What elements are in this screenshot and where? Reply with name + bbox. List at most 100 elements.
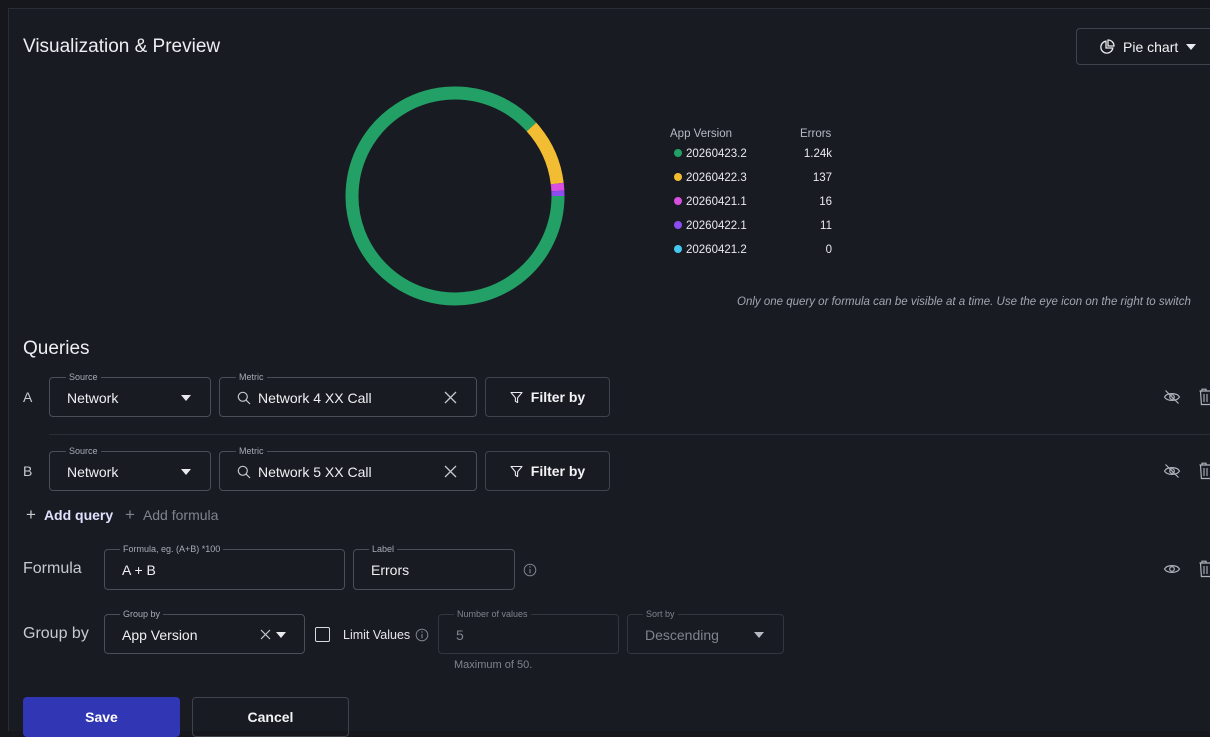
chevron-down-icon [754,632,764,638]
legend-swatch [674,245,682,253]
chart-type-dropdown[interactable]: Pie chart [1076,28,1210,65]
legend-value: 0 [826,244,832,256]
metric-value: Network 5 XX Call [258,464,372,480]
label-input[interactable]: Label Errors [353,549,515,590]
formula-legend: Formula, eg. (A+B) *100 [120,543,223,555]
close-icon[interactable] [260,629,271,640]
filter-icon [510,391,523,404]
legend-value: 1.24k [804,148,832,160]
legend-swatch [674,221,682,229]
metric-field-b[interactable]: Metric Network 5 XX Call [219,451,477,491]
legend-value: 137 [813,172,832,184]
search-icon [237,391,251,405]
source-legend: Source [66,371,101,383]
source-select-b[interactable]: Source Network [49,451,211,491]
cancel-button[interactable]: Cancel [192,697,349,737]
source-value: Network [67,464,118,480]
search-icon [237,465,251,479]
metric-value: Network 4 XX Call [258,390,372,406]
chart-type-label: Pie chart [1123,39,1178,55]
pie-slice-20260423.2[interactable] [352,93,558,299]
trash-icon[interactable] [1199,560,1210,578]
limit-values-label: Limit Values [343,628,410,642]
label-value: Errors [371,562,409,578]
chevron-down-icon [1186,44,1196,50]
filter-by-button-b[interactable]: Filter by [485,451,610,491]
legend-value: 11 [820,220,832,232]
legend-row: 20260422.1 11 [670,220,840,244]
info-icon[interactable] [415,628,429,642]
group-by-legend: Group by [120,608,163,620]
source-select-a[interactable]: Source Network [49,377,211,417]
source-value: Network [67,390,118,406]
query-divider [49,434,1210,435]
number-legend: Number of values [454,608,531,620]
filter-by-label: Filter by [531,389,585,405]
legend-label: 20260421.2 [674,244,747,256]
legend-swatch [674,197,682,205]
chevron-down-icon [181,469,191,475]
legend-row: 20260422.3 137 [670,172,840,196]
legend-swatch [674,149,682,157]
legend-value: 16 [819,196,832,208]
group-by-value: App Version [122,627,198,643]
legend-header-errors: Errors [800,128,831,140]
metric-field-a[interactable]: Metric Network 4 XX Call [219,377,477,417]
save-button[interactable]: Save [23,697,180,737]
pie-slice-20260421.1[interactable] [557,184,558,191]
eye-off-icon[interactable] [1163,463,1181,479]
label-legend: Label [369,543,397,555]
plus-icon: + [125,508,135,522]
filter-by-label: Filter by [531,463,585,479]
source-legend: Source [66,445,101,457]
eye-off-icon[interactable] [1163,389,1181,405]
save-label: Save [85,709,118,725]
add-query-label: Add query [44,507,113,523]
cancel-label: Cancel [248,709,294,725]
metric-legend: Metric [236,371,267,383]
legend-row: 20260421.1 16 [670,196,840,220]
number-value: 5 [456,627,464,643]
page-title: Visualization & Preview [23,36,220,58]
filter-icon [510,465,523,478]
group-by-select[interactable]: Group by App Version [104,614,305,654]
legend-row: 20260421.2 0 [670,244,840,268]
formula-row-label: Formula [23,560,82,578]
legend-label: 20260422.1 [674,220,747,232]
formula-input[interactable]: Formula, eg. (A+B) *100 A + B [104,549,345,590]
trash-icon[interactable] [1199,462,1210,480]
plus-icon: + [26,508,36,522]
formula-value: A + B [122,562,156,578]
close-icon[interactable] [444,391,457,404]
legend-label: 20260421.1 [674,196,747,208]
sort-by-select[interactable]: Sort by Descending [627,614,784,654]
number-of-values-input[interactable]: Number of values 5 [438,614,619,654]
max-hint: Maximum of 50. [454,659,532,671]
legend-swatch [674,173,682,181]
chevron-down-icon [181,395,191,401]
legend-label: 20260422.3 [674,172,747,184]
trash-icon[interactable] [1199,388,1210,406]
eye-icon[interactable] [1163,562,1181,576]
legend-header-version: App Version [670,128,732,140]
group-by-row-label: Group by [23,625,89,643]
query-letter-a: A [23,389,32,405]
sort-legend: Sort by [643,608,678,620]
pie-chart-icon [1099,39,1115,55]
add-formula-button[interactable]: + Add formula [125,507,218,523]
metric-legend: Metric [236,445,267,457]
info-icon[interactable] [523,563,537,577]
query-letter-b: B [23,463,32,479]
limit-values-checkbox[interactable] [315,627,330,642]
visibility-notice: Only one query or formula can be visible… [737,296,1191,308]
pie-slice-20260422.3[interactable] [531,127,557,184]
add-formula-label: Add formula [143,507,218,523]
close-icon[interactable] [444,465,457,478]
sort-value: Descending [645,627,719,643]
donut-chart [335,78,575,318]
filter-by-button-a[interactable]: Filter by [485,377,610,417]
add-query-button[interactable]: + Add query [26,507,113,523]
chevron-down-icon [276,632,286,638]
